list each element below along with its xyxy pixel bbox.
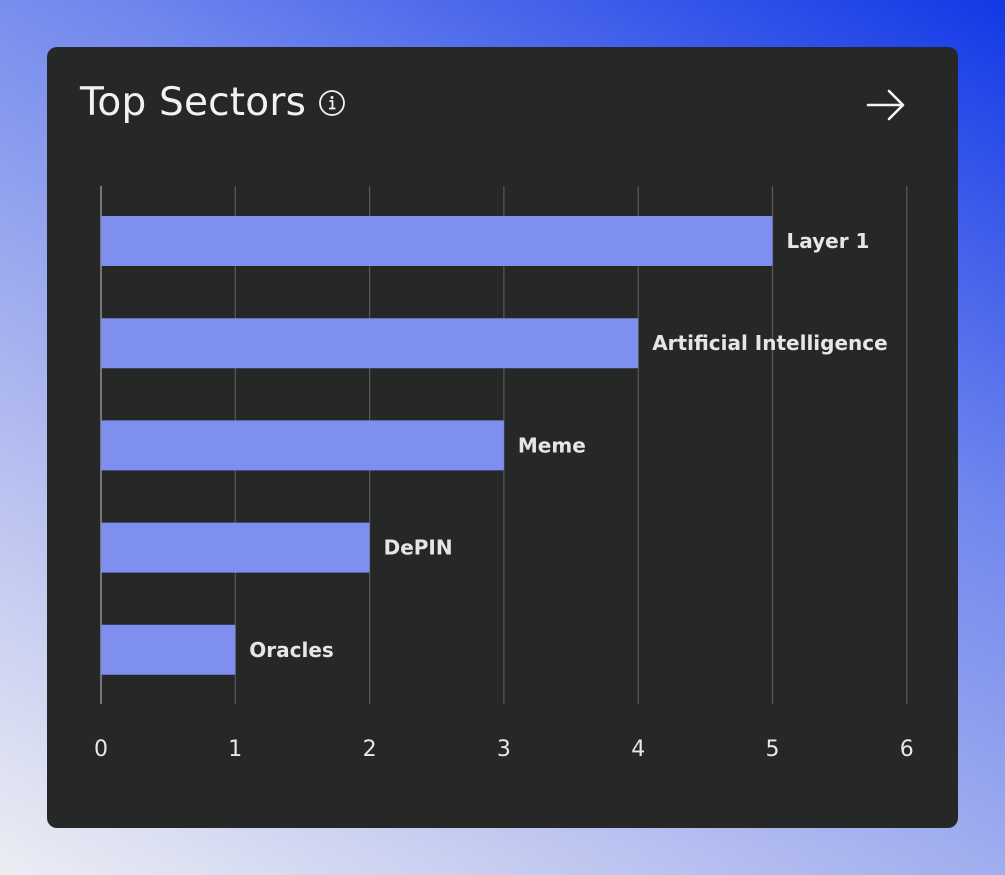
- bar-label: Meme: [518, 433, 586, 457]
- bar-label: Artificial Intelligence: [652, 331, 888, 355]
- bar-label: Layer 1: [787, 229, 870, 253]
- bar-label: DePIN: [384, 536, 453, 560]
- bar-1[interactable]: [101, 318, 639, 369]
- x-tick-label: 2: [363, 737, 377, 762]
- bar-3[interactable]: [101, 522, 370, 573]
- x-tick-label: 1: [228, 737, 242, 762]
- bar-label: Oracles: [249, 638, 334, 662]
- bar-chart: Layer 1 Artificial Intelligence Meme DePIN O…: [94, 186, 914, 762]
- view-more-button[interactable]: [865, 85, 909, 125]
- top-sectors-card: Top Sectors Layer 1 Artificial Intelligen…: [47, 47, 958, 828]
- info-circle-icon[interactable]: [318, 89, 346, 117]
- x-tick-label: 3: [497, 737, 511, 762]
- bar-2[interactable]: [101, 420, 504, 471]
- x-tick-label: 4: [631, 737, 645, 762]
- card-title: Top Sectors: [80, 80, 307, 125]
- bar-4[interactable]: [101, 624, 236, 675]
- card-header: Top Sectors: [80, 83, 346, 122]
- arrow-right-icon: [866, 89, 905, 121]
- bar-0[interactable]: [101, 216, 773, 266]
- x-tick-label: 5: [766, 737, 780, 762]
- x-tick-label: 6: [900, 737, 914, 762]
- x-tick-label: 0: [94, 737, 108, 762]
